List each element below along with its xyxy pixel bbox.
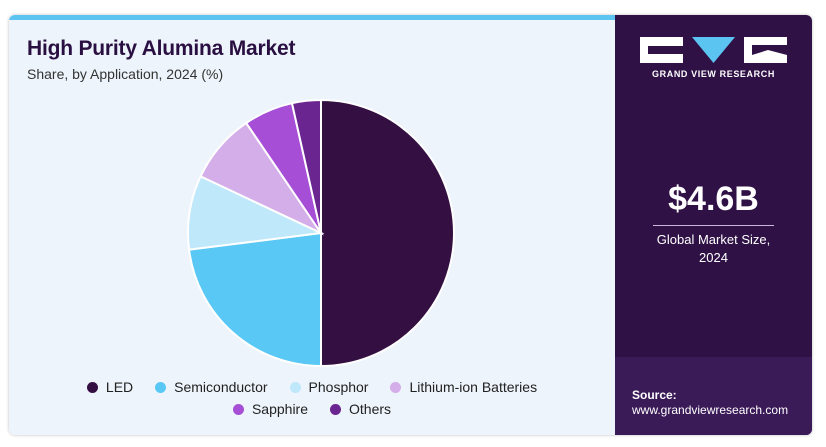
market-size-label-line: Global Market Size, bbox=[656, 232, 771, 247]
legend-dot-icon bbox=[330, 403, 342, 415]
legend-label: Sapphire bbox=[251, 401, 309, 417]
chart-legend: LED Semiconductor Phosphor Lithium-ion Batt… bbox=[9, 379, 615, 423]
legend-label: Others bbox=[349, 401, 392, 417]
legend-label: Phosphor bbox=[308, 379, 369, 395]
divider bbox=[653, 225, 774, 226]
legend-dot-icon bbox=[232, 403, 244, 415]
legend-dot-icon bbox=[86, 381, 98, 393]
legend-item: LED bbox=[86, 379, 134, 395]
legend-dot-icon bbox=[390, 381, 402, 393]
legend-dot-icon bbox=[155, 381, 167, 393]
legend-label: Semiconductor bbox=[174, 379, 268, 395]
legend-item: Lithium-ion Batteries bbox=[390, 379, 537, 395]
legend-row: Sapphire Others bbox=[9, 401, 615, 417]
legend-dot-icon bbox=[289, 381, 301, 393]
brand-logo-icon bbox=[640, 37, 787, 63]
report-card: High Purity Alumina Market Share, by App… bbox=[9, 15, 812, 435]
brand-name: GRAND VIEW RESEARCH bbox=[652, 69, 775, 79]
pie-slice-led bbox=[320, 98, 455, 368]
chart-subtitle: Share, by Application, 2024 (%) bbox=[27, 66, 224, 82]
market-size-year: 2024 bbox=[699, 250, 728, 265]
accent-bar bbox=[9, 15, 615, 20]
legend-item: Semiconductor bbox=[155, 379, 268, 395]
pie-chart bbox=[187, 98, 455, 368]
legend-row: LED Semiconductor Phosphor Lithium-ion Batt… bbox=[9, 379, 615, 395]
market-size-label: Global Market Size, 2024 bbox=[615, 231, 812, 267]
chart-panel: High Purity Alumina Market Share, by App… bbox=[9, 15, 615, 435]
legend-label: Lithium-ion Batteries bbox=[409, 379, 538, 395]
pie-slice-others bbox=[290, 98, 322, 234]
source-link[interactable]: www.grandviewresearch.com bbox=[632, 403, 789, 417]
source-panel bbox=[615, 357, 812, 435]
pie-slice-semiconductor bbox=[187, 231, 322, 368]
legend-label: LED bbox=[105, 379, 134, 395]
legend-item: Phosphor bbox=[289, 379, 369, 395]
source-label: Source: bbox=[632, 388, 677, 402]
chart-title: High Purity Alumina Market bbox=[27, 37, 296, 60]
summary-sidebar: GRAND VIEW RESEARCH $4.6B Global Market … bbox=[615, 15, 812, 435]
market-size-value: $4.6B bbox=[668, 180, 759, 218]
legend-item: Others bbox=[330, 401, 391, 417]
legend-item: Sapphire bbox=[232, 401, 309, 417]
